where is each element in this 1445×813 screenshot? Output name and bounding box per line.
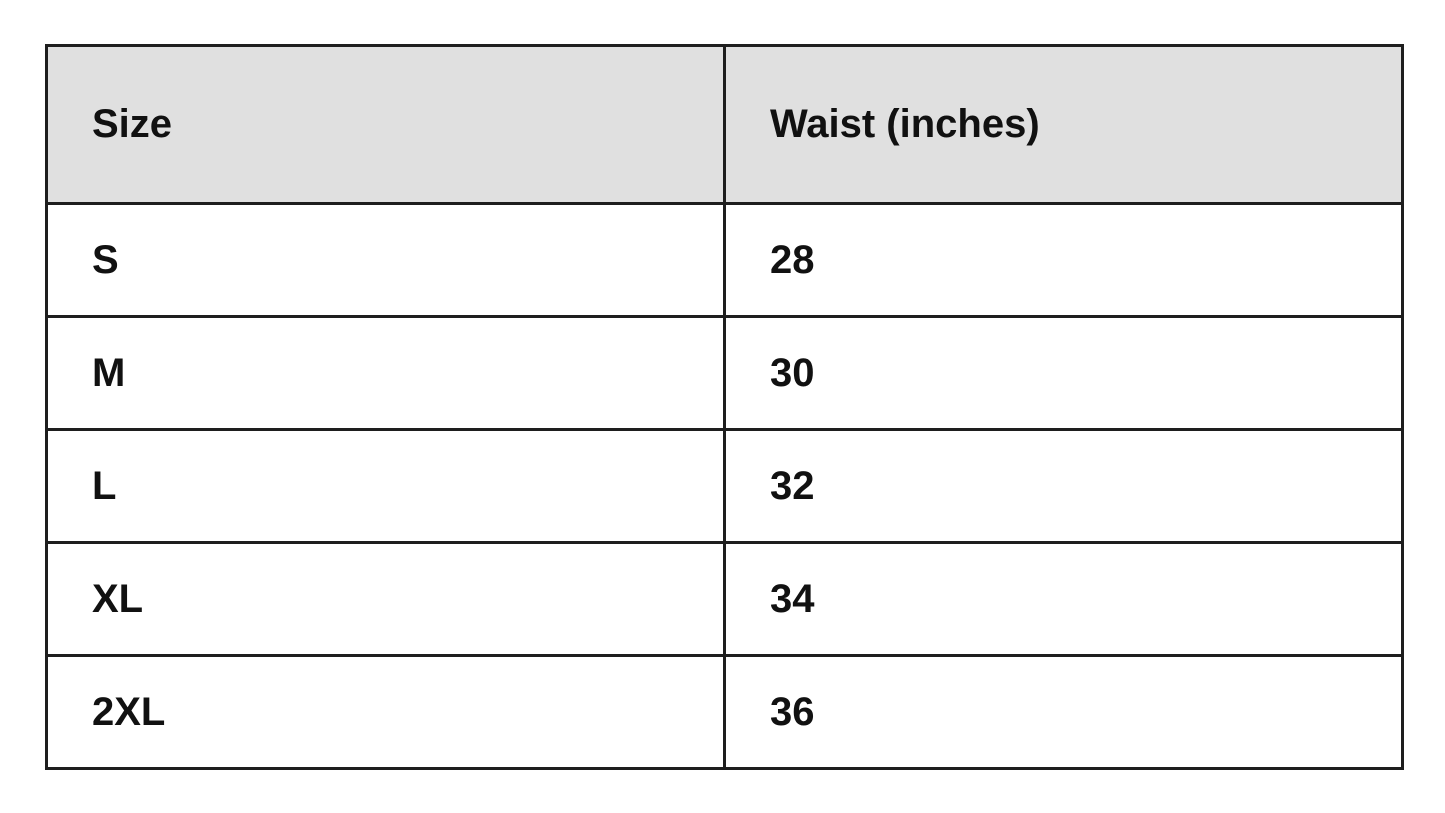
cell-size: XL <box>45 541 726 657</box>
table-row: S 28 <box>45 202 1404 318</box>
cell-waist: 30 <box>723 315 1404 431</box>
cell-waist: 36 <box>723 654 1404 770</box>
header-waist: Waist (inches) <box>723 44 1404 205</box>
cell-size: L <box>45 428 726 544</box>
cell-size: 2XL <box>45 654 726 770</box>
table-row: M 30 <box>45 315 1404 431</box>
cell-waist: 32 <box>723 428 1404 544</box>
table-row: L 32 <box>45 428 1404 544</box>
table-row: 2XL 36 <box>45 654 1404 770</box>
cell-size: S <box>45 202 726 318</box>
cell-waist: 34 <box>723 541 1404 657</box>
table-header-row: Size Waist (inches) <box>45 44 1404 205</box>
size-chart-table: Size Waist (inches) S 28 M 30 L 32 XL 34… <box>45 44 1404 770</box>
header-size: Size <box>45 44 726 205</box>
table-row: XL 34 <box>45 541 1404 657</box>
cell-waist: 28 <box>723 202 1404 318</box>
cell-size: M <box>45 315 726 431</box>
